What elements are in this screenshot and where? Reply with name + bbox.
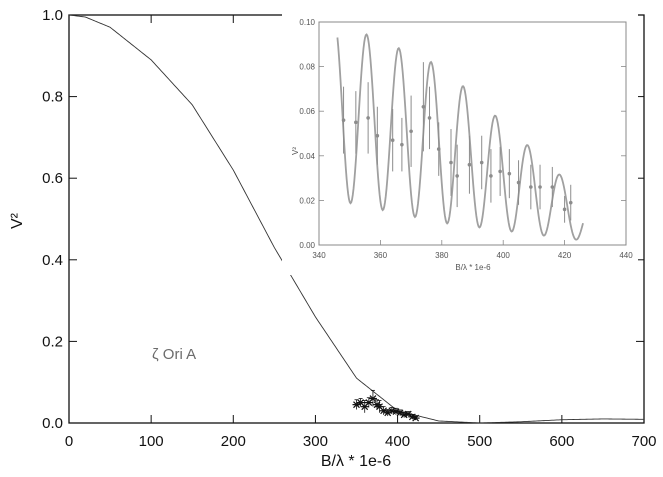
inset-data-point (568, 184, 573, 221)
inset-y-tick-label: 0.08 (299, 63, 315, 72)
main-y-tick-label: 0.6 (42, 170, 63, 187)
inset-data-point (550, 166, 555, 208)
inset-data-point (479, 135, 484, 190)
inset-data-point (489, 149, 493, 203)
main-x-tick-label: 200 (221, 433, 246, 450)
inset-data-point (455, 144, 459, 208)
inset-data-point (409, 95, 413, 167)
inset-data-point (562, 195, 567, 223)
inset-y-tick-label: 0.06 (299, 107, 315, 116)
main-y-tick-label: 0.2 (42, 333, 63, 350)
inset-y-tick-label: 0.00 (299, 241, 315, 250)
main-y-tick-label: 0.8 (42, 89, 63, 106)
main-x-tick-label: 100 (139, 433, 164, 450)
inset-data-point (467, 135, 472, 194)
inset-data-point (390, 108, 395, 172)
inset-data-point (354, 91, 358, 154)
inset-plot-frame (318, 21, 627, 246)
main-x-tick-label: 0 (65, 433, 73, 450)
inset-y-tick-label: 0.10 (299, 18, 315, 27)
inset-x-tick-label: 360 (374, 251, 388, 260)
main-x-tick-label: 600 (549, 433, 574, 450)
main-model-curve (68, 14, 645, 424)
inset-x-tick-label: 420 (558, 251, 572, 260)
inset-data-point (436, 122, 441, 176)
inset-y-axis-label: V² (291, 147, 300, 155)
inset-x-tick-label: 380 (435, 251, 449, 260)
inset-x-tick-label: 340 (312, 251, 326, 260)
main-data-point (391, 407, 400, 416)
inset-data-point (529, 164, 533, 210)
inset-curve-layer (336, 33, 584, 241)
main-data-point (404, 410, 413, 418)
inset-data-point (341, 86, 346, 154)
inset-data-point (516, 160, 521, 205)
main-y-axis-label: V² (9, 212, 26, 229)
main-x-tick-label: 400 (385, 433, 410, 450)
inset-data-point (507, 149, 512, 199)
inset-data-point (400, 117, 404, 172)
inset-model-curve (336, 33, 584, 241)
main-data-point (368, 389, 377, 407)
main-data-point (375, 400, 384, 413)
inset-data-point (366, 82, 370, 154)
main-curve-layer (68, 14, 645, 424)
inset-background (282, 13, 638, 275)
main-x-tick-label: 700 (631, 433, 656, 450)
inset-data-point (375, 106, 380, 165)
main-ticks: 0 100 200 300 400 500 600 700 0.0 0.2 0.4 0.6 0.8 1.0 (42, 7, 656, 450)
main-y-tick-label: 0.0 (42, 415, 63, 432)
inset-y-tick-label: 0.04 (299, 152, 315, 161)
inset-x-tick-label: 400 (497, 251, 511, 260)
inset-points-layer (341, 62, 573, 223)
inset-x-axis-label: B/λ * 1e-6 (455, 263, 491, 272)
inset-data-point (498, 146, 502, 196)
inset-data-point (449, 129, 453, 196)
main-x-axis-label: B/λ * 1e-6 (321, 453, 391, 470)
inset-x-tick-label: 440 (619, 251, 633, 260)
main-y-tick-label: 0.4 (42, 252, 63, 269)
main-x-tick-label: 300 (303, 433, 328, 450)
main-points-layer (352, 389, 420, 422)
main-data-point (411, 414, 420, 422)
inset-data-point (421, 62, 426, 152)
inset-ticks: 340 360 380 400 420 440 0.00 0.02 0.04 0.06 0.08 0.… (299, 18, 633, 260)
star-annotation: ζ Ori A (152, 346, 196, 363)
main-x-tick-label: 500 (467, 433, 492, 450)
inset-y-tick-label: 0.02 (299, 196, 315, 205)
main-y-tick-label: 1.0 (42, 7, 63, 24)
inset-data-point (427, 86, 432, 150)
main-data-point (396, 409, 405, 417)
inset-data-point (538, 164, 542, 210)
